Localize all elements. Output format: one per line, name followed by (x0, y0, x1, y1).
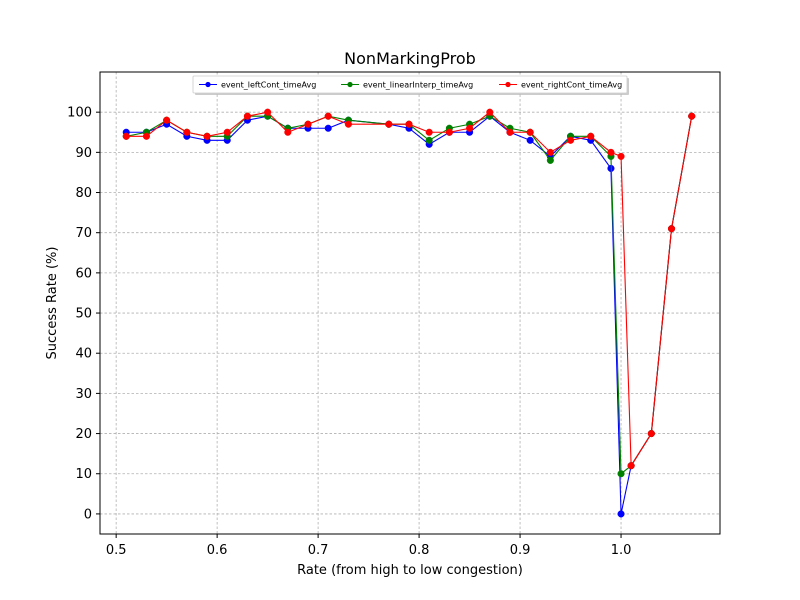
legend-marker (205, 81, 211, 88)
data-point (284, 128, 292, 136)
legend-box (192, 75, 628, 94)
data-point (385, 120, 393, 128)
data-point (688, 112, 696, 120)
data-point (466, 124, 474, 132)
y-tick-label: 10 (75, 467, 92, 482)
data-point (324, 112, 332, 120)
x-tick-label: 0.5 (106, 543, 127, 558)
y-axis-label: Success Rate (%) (45, 247, 60, 360)
series-event_rightCont_timeAvg (122, 108, 696, 470)
y-tick-label: 50 (75, 307, 92, 322)
data-point (183, 128, 191, 136)
data-point (546, 148, 554, 156)
data-point (587, 132, 595, 140)
data-point (617, 510, 625, 518)
plot-frame (99, 71, 721, 535)
data-point (304, 120, 312, 128)
data-point (122, 132, 130, 140)
data-point (344, 120, 352, 128)
data-point (142, 132, 150, 140)
x-tick-label: 0.7 (308, 543, 329, 558)
data-point (607, 148, 615, 156)
data-point (163, 116, 171, 124)
data-point (667, 225, 676, 233)
data-point (627, 462, 635, 470)
data-point (243, 112, 251, 120)
data-point (506, 128, 514, 136)
legend-marker (347, 81, 353, 88)
legend-marker (505, 81, 511, 88)
chart-title: NonMarkingProb (344, 49, 476, 68)
y-tick-label: 80 (75, 186, 92, 201)
data-point (324, 124, 332, 132)
data-point (445, 128, 453, 136)
data-point (647, 430, 655, 438)
legend-label: event_linearInterp_timeAvg (363, 81, 473, 90)
data-point (223, 128, 231, 136)
series-layer (122, 108, 696, 518)
data-point (526, 128, 534, 136)
data-point (425, 128, 433, 136)
y-tick-label: 70 (75, 226, 92, 241)
y-axis-ticks: 0 10 20 30 40 50 60 70 80 90 100 (67, 106, 100, 522)
x-tick-label: 0.9 (510, 543, 531, 558)
x-axis-label: Rate (from high to low congestion) (297, 563, 523, 578)
data-point (425, 136, 433, 144)
y-tick-label: 20 (75, 427, 92, 442)
y-tick-label: 90 (75, 146, 92, 161)
data-point (546, 156, 554, 164)
data-point (405, 120, 413, 128)
data-point (203, 132, 211, 140)
data-point (526, 136, 534, 144)
data-point (486, 108, 494, 116)
x-tick-label: 0.8 (409, 543, 430, 558)
y-tick-label: 100 (67, 106, 92, 121)
legend-label: event_rightCont_timeAvg (521, 81, 622, 90)
legend-label: event_leftCont_timeAvg (221, 81, 316, 90)
x-tick-label: 1.0 (611, 543, 632, 558)
y-tick-label: 60 (75, 266, 92, 281)
data-point (617, 152, 625, 160)
data-point (264, 108, 272, 116)
y-tick-label: 0 (84, 507, 92, 522)
legend: event_leftCont_timeAvg event_linearInterp… (192, 75, 629, 95)
x-tick-label: 0.6 (207, 543, 228, 558)
data-point (617, 470, 625, 478)
y-tick-label: 30 (75, 387, 92, 402)
x-axis-ticks: 0.5 0.6 0.7 0.8 0.9 1.0 (106, 534, 632, 558)
y-tick-label: 40 (75, 347, 92, 362)
data-point (567, 136, 575, 144)
